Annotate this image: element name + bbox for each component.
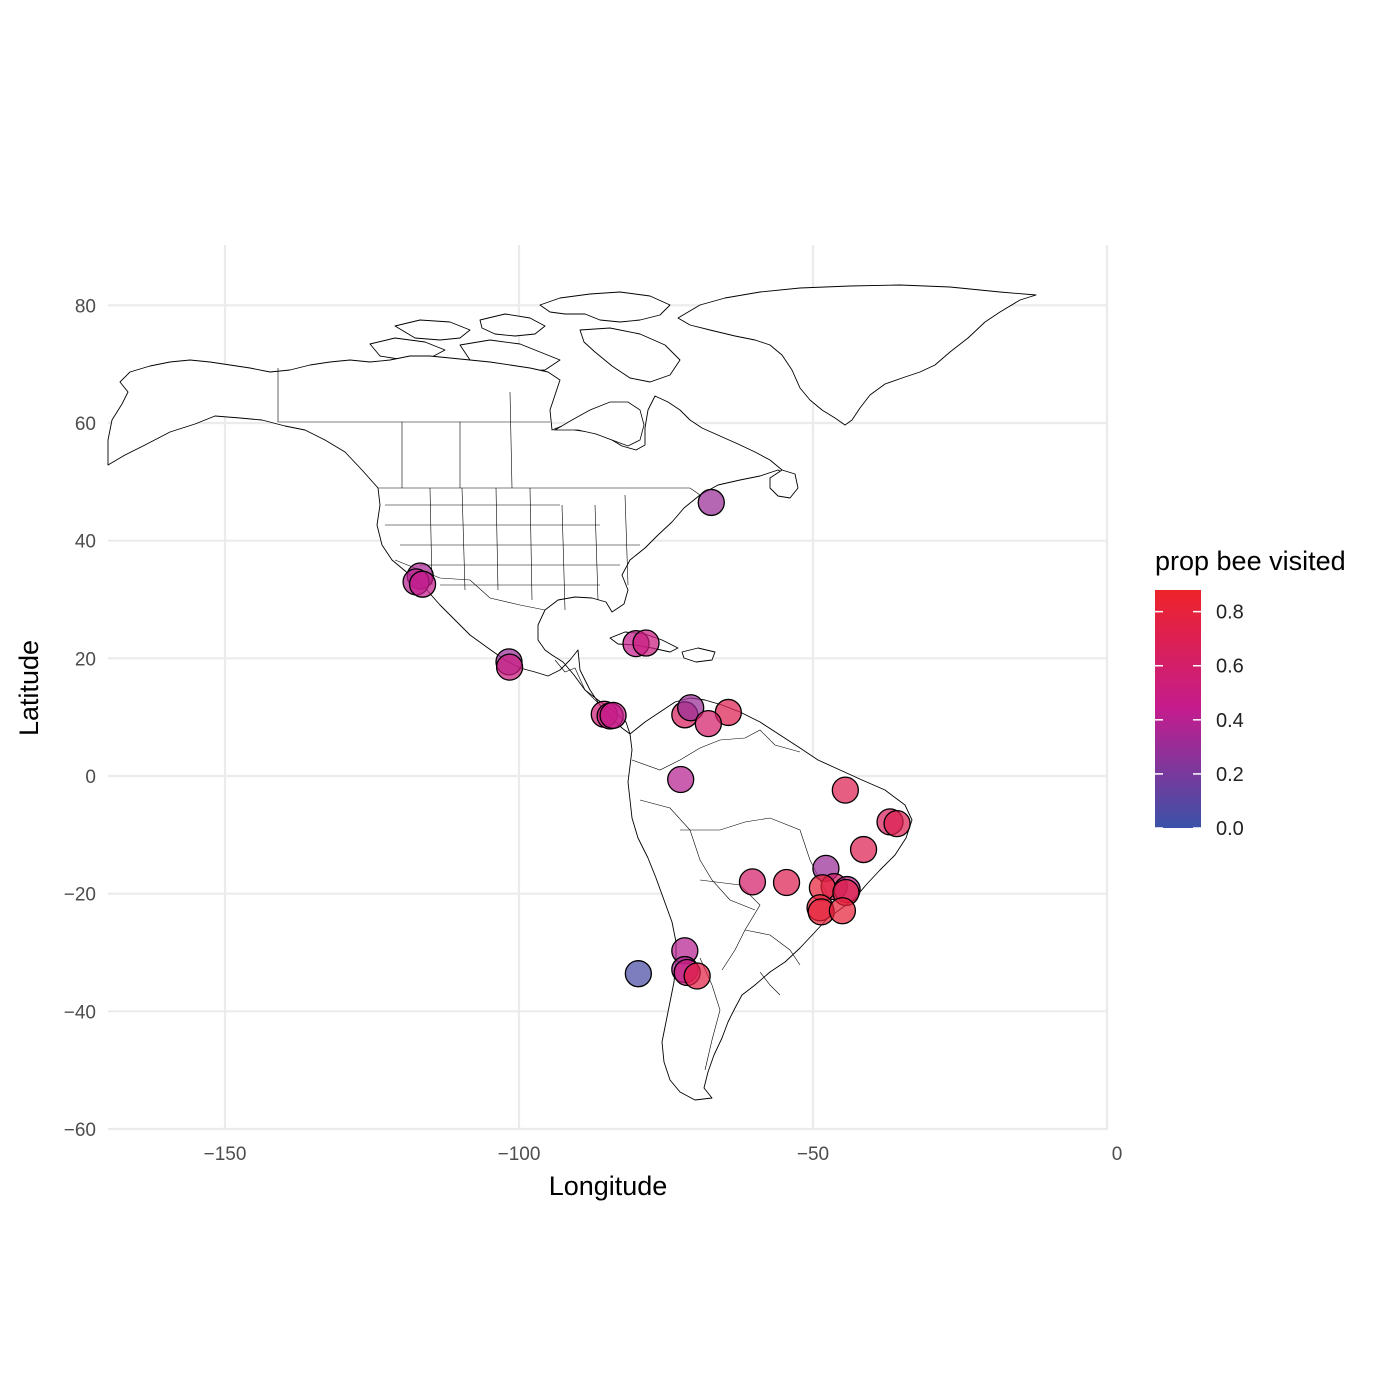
arctic-islands	[479, 313, 546, 337]
hudson-bay	[553, 401, 645, 447]
legend: prop bee visited 0.8 0.6 0.4 0.2 0.0	[1155, 546, 1346, 840]
y-tick-label: 20	[75, 649, 96, 670]
y-axis-title: Latitude	[14, 640, 44, 736]
site-point	[849, 835, 878, 864]
y-tick-label: −40	[64, 1002, 96, 1023]
site-point	[831, 776, 859, 804]
newfoundland	[769, 469, 799, 499]
site-point	[677, 694, 705, 722]
x-axis-title: Longitude	[549, 1171, 668, 1201]
legend-tick-label: 0.4	[1216, 710, 1244, 732]
greenland	[677, 284, 1037, 426]
arctic-islands	[579, 327, 681, 383]
x-tick-label: −50	[797, 1144, 829, 1165]
legend-tick-label: 0.0	[1216, 818, 1244, 840]
data-points	[402, 488, 911, 990]
x-tick-label: −150	[204, 1144, 247, 1165]
site-point	[883, 810, 911, 838]
y-tick-label: 80	[75, 296, 96, 317]
y-tick-label: 0	[85, 767, 96, 788]
y-tick-label: −20	[64, 885, 96, 906]
site-point	[738, 868, 767, 896]
site-point	[697, 488, 725, 517]
site-point	[408, 570, 437, 598]
legend-tick-label: 0.2	[1216, 764, 1244, 786]
legend-tick-label: 0.8	[1216, 602, 1244, 624]
legend-colorbar	[1155, 590, 1201, 828]
axes: −150 −100 −50 0 80 60 40 20 0 −20 −40 −60	[64, 296, 1123, 1165]
site-point	[667, 765, 695, 794]
site-point	[828, 897, 857, 925]
arctic-islands	[539, 291, 671, 323]
site-point	[772, 868, 801, 897]
site-point	[632, 629, 660, 657]
x-tick-label: −100	[498, 1144, 541, 1165]
y-tick-label: 60	[75, 414, 96, 435]
site-point	[624, 960, 653, 988]
south-america	[627, 697, 913, 1101]
legend-tick-label: 0.6	[1216, 656, 1244, 678]
arctic-islands	[369, 337, 446, 361]
y-tick-label: 40	[75, 532, 96, 553]
site-point	[495, 653, 524, 681]
hispaniola	[681, 647, 716, 663]
x-tick-label: 0	[1112, 1144, 1123, 1165]
arctic-islands	[394, 319, 471, 341]
world-map	[107, 284, 1037, 1101]
site-point	[694, 709, 722, 738]
legend-title: prop bee visited	[1155, 546, 1346, 576]
y-tick-label: −60	[64, 1120, 96, 1141]
site-point	[599, 701, 627, 730]
site-point	[683, 962, 711, 990]
